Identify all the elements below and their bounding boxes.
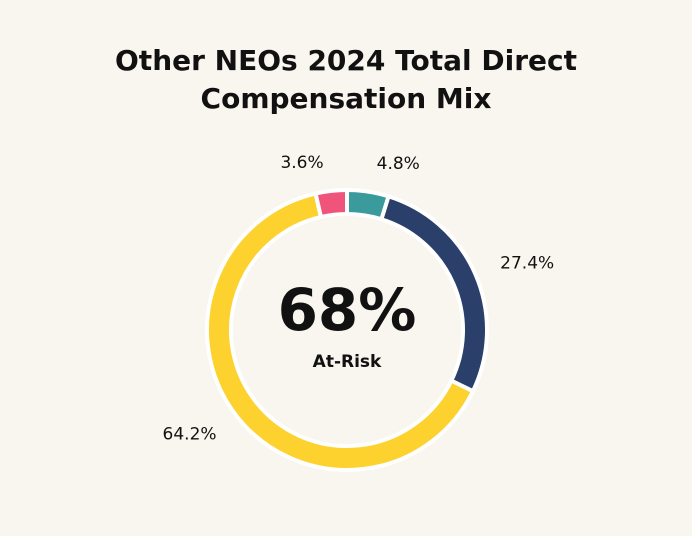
chart-title: Other NEOs 2024 Total Direct Compensatio… xyxy=(115,44,577,115)
donut-segment xyxy=(313,187,349,220)
data-label: 4.8% xyxy=(377,154,420,174)
center-label: At-Risk xyxy=(313,352,382,372)
data-label: 3.6% xyxy=(280,153,323,173)
center-value: 68% xyxy=(278,276,417,344)
donut-segment xyxy=(205,191,476,472)
data-label: 27.4% xyxy=(500,253,554,273)
data-label: 64.2% xyxy=(163,425,217,445)
